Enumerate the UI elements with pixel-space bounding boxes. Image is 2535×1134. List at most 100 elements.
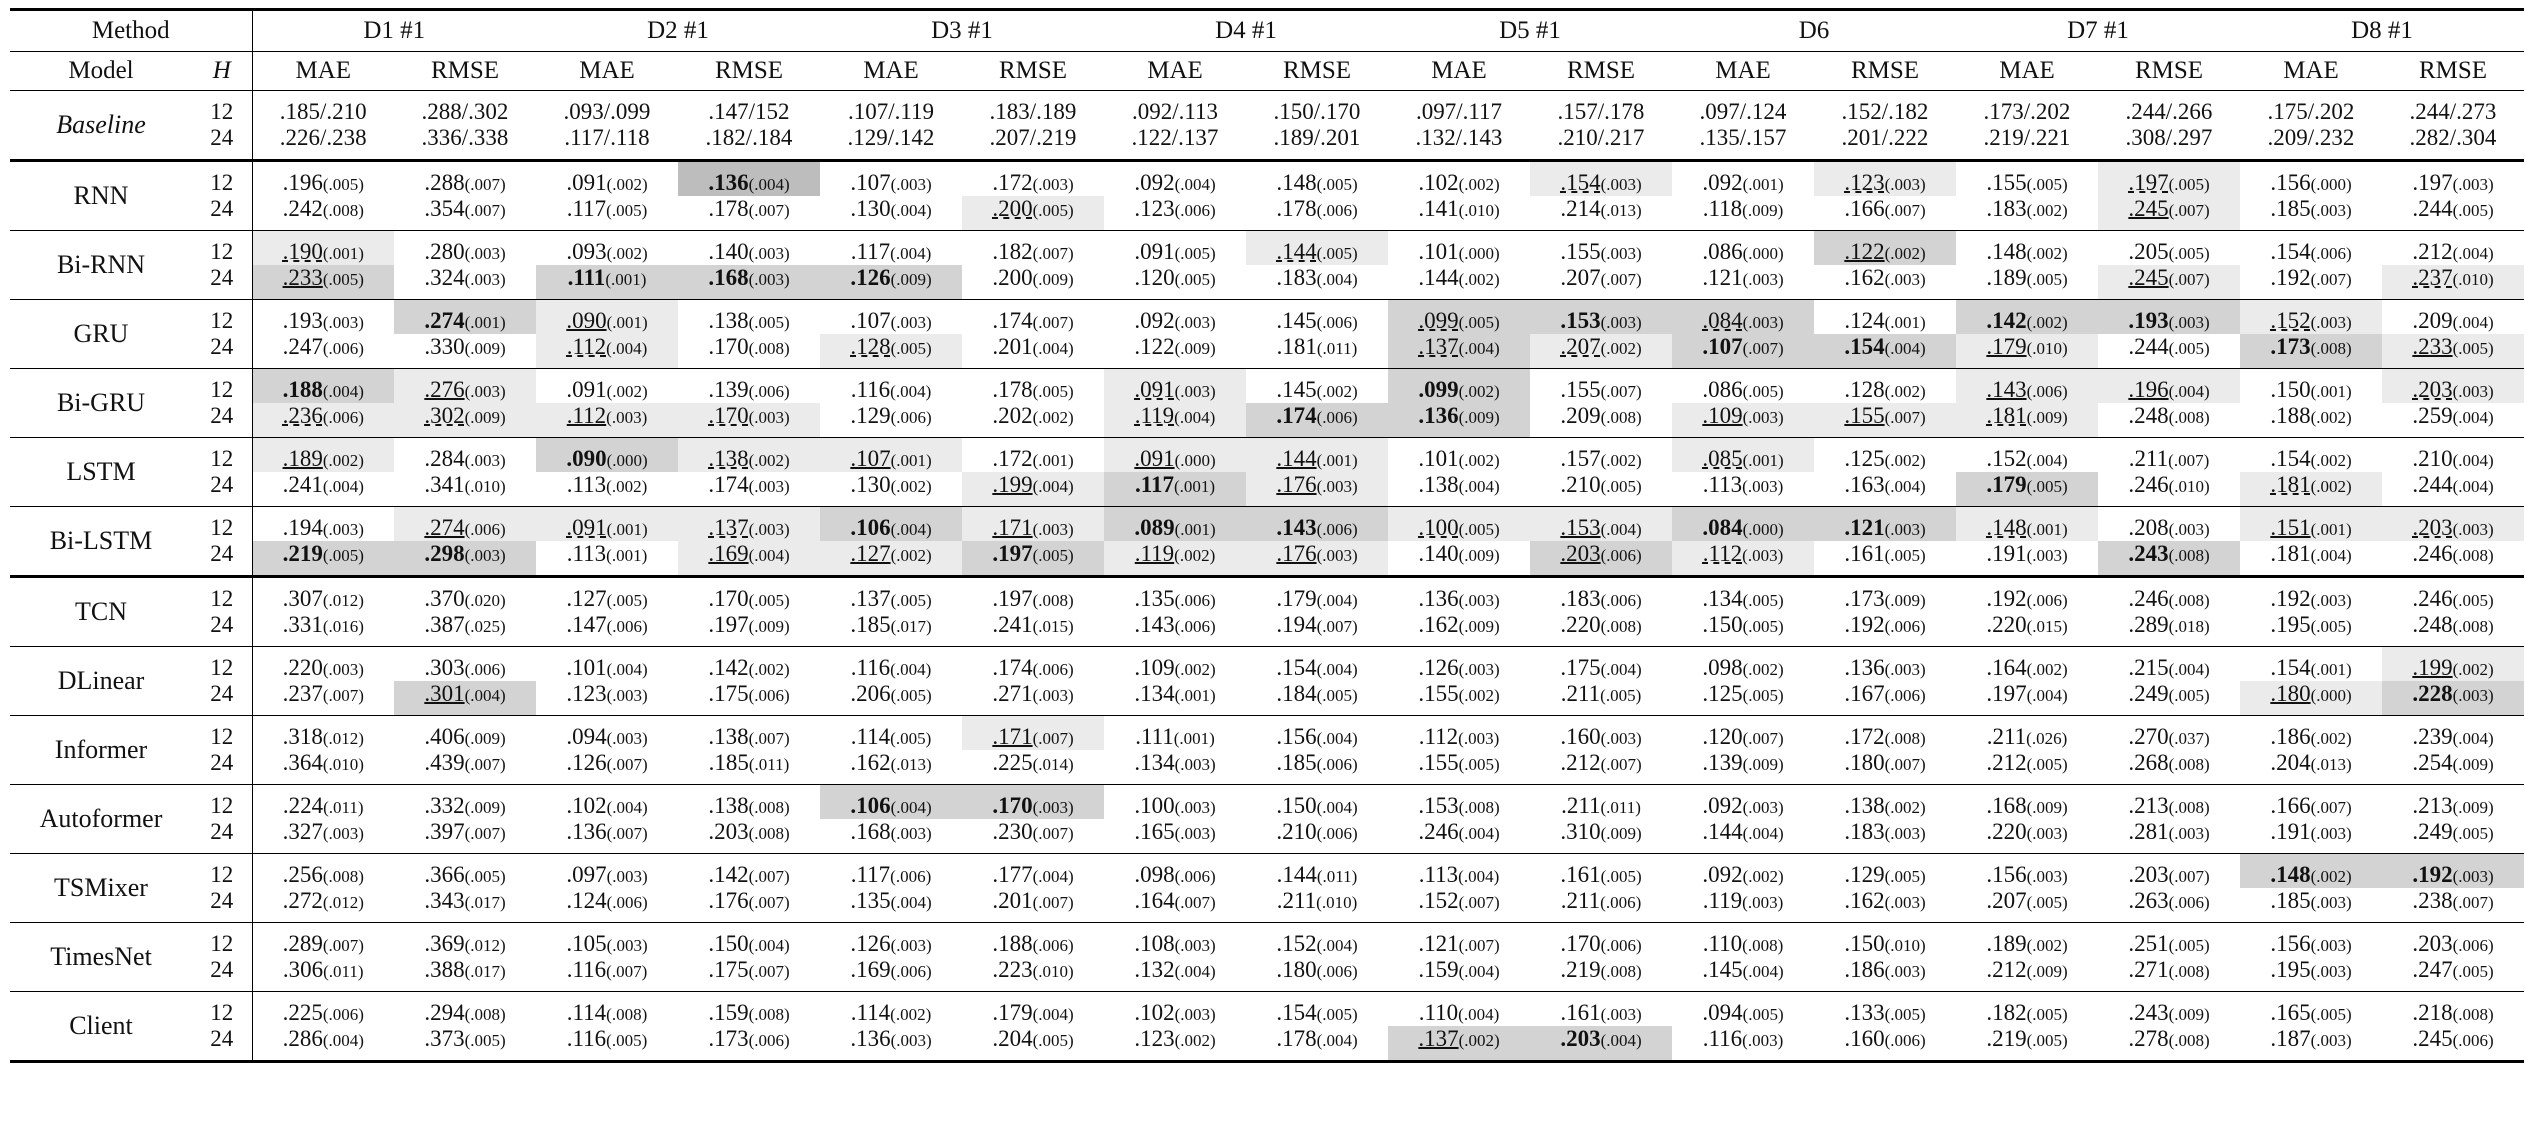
metric-cell: .150/.170 <box>1246 91 1388 126</box>
metric-value: .249 <box>2128 681 2169 706</box>
metric-cell: .108(.003) <box>1104 923 1246 958</box>
metric-cell: .144(.001) <box>1246 437 1388 472</box>
metric-value: .136 <box>1844 655 1885 680</box>
metric-cell: .169(.004) <box>678 541 820 578</box>
metric-cell: .183(.004) <box>1246 265 1388 300</box>
std-value: (.013) <box>890 755 932 774</box>
std-value: (.002) <box>1458 270 1500 289</box>
metric-value: .220 <box>1986 612 2027 637</box>
std-value: (.003) <box>2026 546 2068 565</box>
std-value: (.009) <box>464 339 506 358</box>
std-value: (.004) <box>1032 477 1074 496</box>
std-value: (.006) <box>464 660 506 679</box>
metric-value: .246 <box>2128 586 2169 611</box>
metric-value: .230 <box>992 819 1033 844</box>
metric-value: .126 <box>566 750 607 775</box>
std-value: (.006) <box>890 867 932 886</box>
std-value: (.003) <box>1174 382 1216 401</box>
metric-cell: .147/152 <box>678 91 820 126</box>
metric-cell: .147(.006) <box>536 612 678 647</box>
metric-cell: .139(.006) <box>678 369 820 404</box>
metric-cell: .341(.010) <box>394 472 536 507</box>
std-value: (.007) <box>464 824 506 843</box>
std-value: (.012) <box>322 729 364 748</box>
std-value: (.003) <box>2310 313 2352 332</box>
std-value: (.003) <box>1884 660 1926 679</box>
table-row: Baseline 12 .185/.210 .288/.302 .093/.099 .14… <box>10 90 2524 162</box>
metric-value: .156 <box>1986 862 2027 887</box>
std-value: (.003) <box>890 313 932 332</box>
metric-cell: .225(.014) <box>962 750 1104 785</box>
metric-cell: .211(.006) <box>1530 888 1672 923</box>
metric-cell: .150(.004) <box>678 923 820 958</box>
mae-header: MAE <box>1388 51 1530 91</box>
metric-value: .195 <box>2270 612 2311 637</box>
horizon-header: H <box>192 51 253 91</box>
metric-cell: .318(.012) <box>252 716 394 751</box>
metric-value: .107/.119 <box>847 99 935 124</box>
std-value: (.007) <box>1884 201 1926 220</box>
std-value: (.002) <box>748 660 790 679</box>
metric-cell: .168(.003) <box>820 819 962 854</box>
std-value: (.010) <box>322 755 364 774</box>
metric-cell: .174(.007) <box>962 300 1104 335</box>
metric-cell: .086(.000) <box>1672 231 1814 266</box>
metric-cell: .246(.008) <box>2098 577 2240 613</box>
std-value: (.004) <box>1600 660 1642 679</box>
std-value: (.005) <box>1032 1031 1074 1050</box>
metric-cell: .207(.007) <box>1530 265 1672 300</box>
metric-value: .170 <box>708 403 749 428</box>
metric-cell: .167(.006) <box>1814 681 1956 716</box>
table-row: 24.306(.011) .388(.017) .116(.007) .175(.00… <box>10 957 2524 992</box>
std-value: (.006) <box>1316 520 1358 539</box>
metric-value: .185 <box>2270 196 2311 221</box>
metric-cell: .162(.009) <box>1388 612 1530 647</box>
std-value: (.003) <box>464 270 506 289</box>
metric-cell: .259(.004) <box>2382 403 2524 438</box>
metric-value: .170 <box>708 334 749 359</box>
metric-cell: .111(.001) <box>1104 716 1246 751</box>
metric-cell: .093(.002) <box>536 231 678 266</box>
std-value: (.008) <box>748 1005 790 1024</box>
metric-value: .132/.143 <box>1415 125 1503 150</box>
metric-value: .155 <box>1418 750 1459 775</box>
std-value: (.004) <box>1600 520 1642 539</box>
metric-cell: .144(.002) <box>1388 265 1530 300</box>
metric-cell: .162(.003) <box>1814 888 1956 923</box>
metric-value: .301 <box>424 681 465 706</box>
metric-value: .243 <box>2128 1000 2169 1025</box>
std-value: (.004) <box>2168 660 2210 679</box>
metric-cell: .139(.009) <box>1672 750 1814 785</box>
metric-cell: .307(.012) <box>252 577 394 613</box>
metric-value: .113 <box>566 472 607 497</box>
metric-cell: .306(.011) <box>252 957 394 992</box>
metric-value: .223 <box>992 957 1033 982</box>
std-value: (.009) <box>2026 962 2068 981</box>
metric-cell: .268(.008) <box>2098 750 2240 785</box>
metric-value: .212 <box>2412 239 2453 264</box>
std-value: (.001) <box>322 244 364 263</box>
metric-value: .237 <box>2412 265 2453 290</box>
metric-cell: .236(.006) <box>252 403 394 438</box>
std-value: (.007) <box>2168 270 2210 289</box>
metric-cell: .098(.002) <box>1672 647 1814 682</box>
metric-cell: .121(.003) <box>1814 506 1956 541</box>
metric-cell: .130(.002) <box>820 472 962 507</box>
metric-cell: .210/.217 <box>1530 125 1672 162</box>
metric-value: .192 <box>2270 586 2311 611</box>
std-value: (.005) <box>1458 755 1500 774</box>
metric-value: .092 <box>1134 308 1175 333</box>
metric-value: .112 <box>1702 541 1743 566</box>
std-value: (.007) <box>748 893 790 912</box>
table-row: 24.233(.005) .324(.003) .111(.001) .168(.00… <box>10 265 2524 300</box>
std-value: (.005) <box>606 201 648 220</box>
metric-cell: .107(.003) <box>820 300 962 335</box>
metric-cell: .168(.009) <box>1956 785 2098 820</box>
metric-value: .185 <box>850 612 891 637</box>
metric-value: .152/.182 <box>1841 99 1929 124</box>
metric-value: .159 <box>1418 957 1459 982</box>
metric-value: .155 <box>1986 170 2027 195</box>
std-value: (.004) <box>2452 729 2494 748</box>
metric-value: .373 <box>424 1026 465 1051</box>
metric-cell: .145(.002) <box>1246 369 1388 404</box>
